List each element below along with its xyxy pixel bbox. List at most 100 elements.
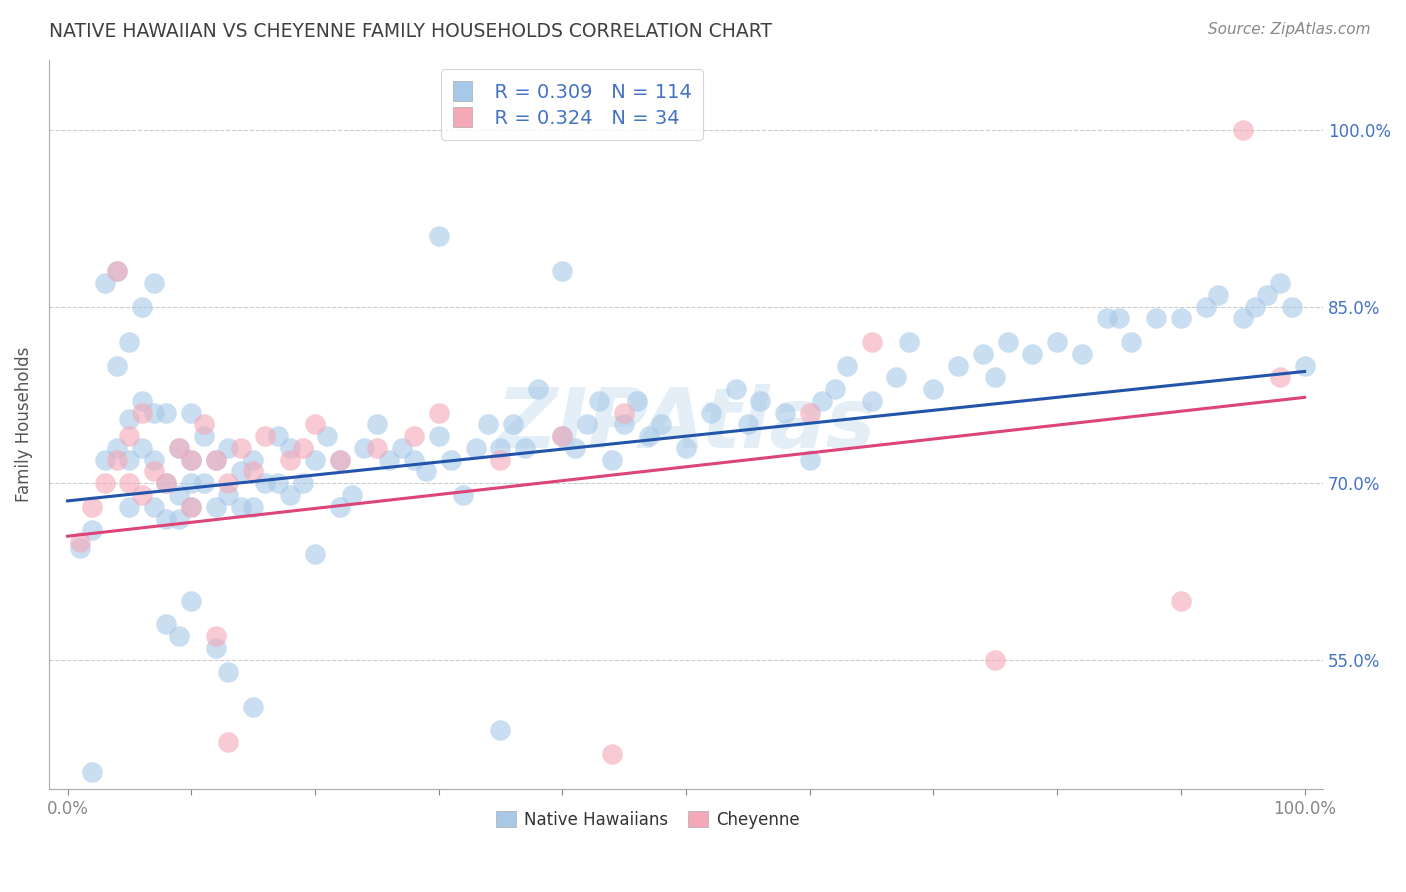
Point bbox=[118, 429, 141, 443]
Point bbox=[180, 452, 202, 467]
Point bbox=[329, 500, 352, 514]
Point bbox=[860, 393, 883, 408]
Point bbox=[267, 476, 290, 491]
Point bbox=[93, 276, 115, 290]
Point bbox=[340, 488, 363, 502]
Point bbox=[427, 429, 450, 443]
Point bbox=[155, 617, 177, 632]
Point bbox=[278, 452, 301, 467]
Point bbox=[242, 452, 264, 467]
Point bbox=[613, 406, 636, 420]
Point bbox=[329, 452, 352, 467]
Point bbox=[278, 441, 301, 455]
Point bbox=[948, 359, 970, 373]
Point bbox=[1046, 334, 1069, 349]
Point bbox=[551, 429, 574, 443]
Point bbox=[675, 441, 697, 455]
Point bbox=[835, 359, 858, 373]
Point bbox=[477, 417, 499, 432]
Point bbox=[886, 370, 908, 384]
Point bbox=[167, 511, 190, 525]
Point bbox=[105, 441, 128, 455]
Point bbox=[155, 406, 177, 420]
Point bbox=[143, 276, 166, 290]
Point bbox=[180, 500, 202, 514]
Point bbox=[167, 441, 190, 455]
Point bbox=[650, 417, 672, 432]
Point bbox=[193, 417, 215, 432]
Point bbox=[180, 500, 202, 514]
Point bbox=[922, 382, 945, 396]
Point bbox=[564, 441, 586, 455]
Legend: Native Hawaiians, Cheyenne: Native Hawaiians, Cheyenne bbox=[489, 805, 807, 836]
Point bbox=[131, 441, 153, 455]
Text: Source: ZipAtlas.com: Source: ZipAtlas.com bbox=[1208, 22, 1371, 37]
Point bbox=[131, 488, 153, 502]
Point bbox=[105, 264, 128, 278]
Point bbox=[1095, 311, 1118, 326]
Point bbox=[638, 429, 661, 443]
Point bbox=[155, 511, 177, 525]
Point bbox=[131, 406, 153, 420]
Text: ZIPAtlas: ZIPAtlas bbox=[496, 384, 876, 465]
Point bbox=[799, 406, 821, 420]
Point bbox=[824, 382, 846, 396]
Point bbox=[700, 406, 723, 420]
Point bbox=[366, 441, 388, 455]
Point bbox=[860, 334, 883, 349]
Point bbox=[1244, 300, 1267, 314]
Point bbox=[1232, 123, 1254, 137]
Point bbox=[93, 452, 115, 467]
Point bbox=[118, 411, 141, 425]
Point bbox=[205, 500, 228, 514]
Point bbox=[897, 334, 920, 349]
Point bbox=[440, 452, 463, 467]
Point bbox=[278, 488, 301, 502]
Point bbox=[180, 452, 202, 467]
Point bbox=[205, 629, 228, 643]
Point bbox=[1268, 276, 1291, 290]
Point bbox=[427, 229, 450, 244]
Point bbox=[180, 406, 202, 420]
Point bbox=[82, 524, 104, 538]
Point bbox=[180, 476, 202, 491]
Point bbox=[217, 735, 239, 749]
Point bbox=[1294, 359, 1316, 373]
Point bbox=[217, 488, 239, 502]
Point bbox=[378, 452, 401, 467]
Point bbox=[1194, 300, 1216, 314]
Point bbox=[626, 393, 648, 408]
Point bbox=[551, 429, 574, 443]
Point bbox=[217, 665, 239, 679]
Point bbox=[997, 334, 1019, 349]
Point bbox=[69, 535, 91, 549]
Point bbox=[205, 452, 228, 467]
Point bbox=[1021, 347, 1043, 361]
Point bbox=[254, 429, 277, 443]
Point bbox=[304, 417, 326, 432]
Point bbox=[984, 370, 1007, 384]
Point bbox=[205, 640, 228, 655]
Point bbox=[131, 300, 153, 314]
Point bbox=[427, 406, 450, 420]
Point bbox=[118, 334, 141, 349]
Point bbox=[93, 476, 115, 491]
Point bbox=[811, 393, 834, 408]
Point bbox=[749, 393, 772, 408]
Point bbox=[167, 441, 190, 455]
Point bbox=[155, 476, 177, 491]
Point bbox=[1281, 300, 1303, 314]
Point bbox=[588, 393, 610, 408]
Point bbox=[391, 441, 413, 455]
Point bbox=[143, 465, 166, 479]
Point bbox=[193, 429, 215, 443]
Point bbox=[82, 500, 104, 514]
Point bbox=[193, 476, 215, 491]
Point bbox=[1108, 311, 1130, 326]
Point bbox=[229, 441, 252, 455]
Point bbox=[1170, 594, 1192, 608]
Point bbox=[167, 488, 190, 502]
Point bbox=[972, 347, 994, 361]
Point bbox=[366, 417, 388, 432]
Point bbox=[402, 452, 425, 467]
